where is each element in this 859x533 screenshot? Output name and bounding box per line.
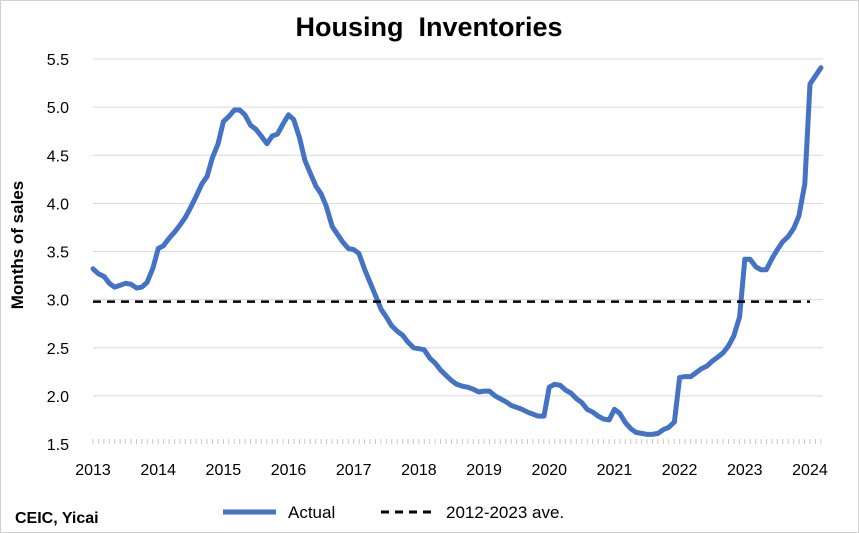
x-tick-label: 2013 bbox=[75, 462, 111, 479]
x-tick-label: 2021 bbox=[597, 462, 633, 479]
source-note: CEIC, Yicai bbox=[15, 510, 99, 527]
y-tick-label: 3.5 bbox=[47, 245, 69, 262]
chart-title: Housing Inventories bbox=[295, 12, 562, 42]
x-tick-label: 2018 bbox=[401, 462, 437, 479]
x-tick-label: 2020 bbox=[531, 462, 567, 479]
y-axis-tick-labels: 1.5 2.0 2.5 3.0 3.5 4.0 4.5 5.0 5.5 bbox=[47, 52, 69, 454]
legend: Actual 2012-2023 ave. bbox=[223, 503, 564, 522]
y-tick-label: 2.5 bbox=[47, 341, 69, 358]
y-tick-label: 5.5 bbox=[47, 52, 69, 69]
y-tick-label: 4.0 bbox=[47, 196, 69, 213]
y-tick-label: 2.0 bbox=[47, 389, 69, 406]
x-tick-label: 2016 bbox=[271, 462, 307, 479]
legend-actual-label: Actual bbox=[288, 503, 335, 522]
x-axis-minor-ticks bbox=[92, 439, 822, 444]
x-tick-label: 2017 bbox=[336, 462, 372, 479]
series-lines bbox=[90, 65, 824, 437]
x-tick-label: 2015 bbox=[206, 462, 242, 479]
y-tick-label: 4.5 bbox=[47, 148, 69, 165]
y-tick-label: 5.0 bbox=[47, 100, 69, 117]
y-axis-label: Months of sales bbox=[8, 181, 27, 309]
x-tick-label: 2014 bbox=[140, 462, 176, 479]
gridlines bbox=[93, 58, 823, 397]
y-tick-label: 3.0 bbox=[47, 293, 69, 310]
series-actual-line bbox=[90, 65, 824, 437]
legend-average-label: 2012-2023 ave. bbox=[446, 503, 564, 522]
y-tick-label: 1.5 bbox=[47, 437, 69, 454]
x-tick-label: 2023 bbox=[727, 462, 763, 479]
x-axis-tick-labels: 2013 2014 2015 2016 2017 2018 2019 2020 2021 2022… bbox=[75, 462, 828, 479]
x-tick-label: 2022 bbox=[662, 462, 698, 479]
x-tick-label: 2024 bbox=[792, 462, 828, 479]
x-tick-label: 2019 bbox=[466, 462, 502, 479]
